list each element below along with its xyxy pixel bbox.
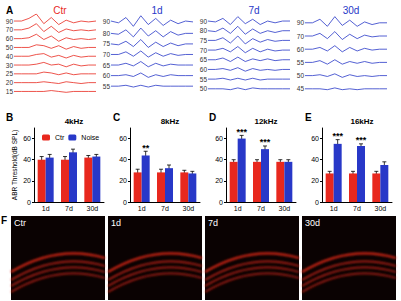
svg-text:ABR Threshold(dB SPL): ABR Threshold(dB SPL)	[11, 130, 19, 200]
svg-text:0: 0	[219, 199, 223, 206]
svg-text:60: 60	[311, 135, 319, 142]
svg-text:7d: 7d	[353, 205, 361, 212]
svg-text:90: 90	[103, 18, 111, 25]
svg-text:7d: 7d	[161, 205, 169, 212]
svg-text:30d: 30d	[86, 205, 98, 212]
svg-text:12kHz: 12kHz	[254, 117, 277, 126]
svg-text:7d: 7d	[208, 218, 218, 228]
svg-text:1d: 1d	[111, 218, 121, 228]
svg-text:55: 55	[103, 83, 111, 90]
svg-text:50: 50	[200, 85, 208, 92]
svg-text:30d: 30d	[278, 205, 290, 212]
svg-text:1d: 1d	[330, 205, 338, 212]
svg-text:B: B	[6, 112, 13, 123]
svg-text:1d: 1d	[234, 205, 242, 212]
svg-text:7d: 7d	[257, 205, 265, 212]
svg-text:65: 65	[103, 62, 111, 69]
svg-text:Ctr: Ctr	[14, 218, 26, 228]
svg-text:20: 20	[215, 177, 223, 184]
svg-text:90: 90	[200, 18, 208, 25]
svg-text:60: 60	[119, 135, 127, 142]
svg-text:45: 45	[297, 85, 305, 92]
svg-text:**: **	[142, 143, 150, 153]
svg-text:50: 50	[6, 44, 14, 51]
svg-text:0: 0	[315, 199, 319, 206]
svg-text:Ctr: Ctr	[55, 134, 65, 141]
svg-text:30d: 30d	[374, 205, 386, 212]
svg-text:1d: 1d	[138, 205, 146, 212]
svg-text:1d: 1d	[151, 5, 162, 16]
svg-text:40: 40	[23, 156, 31, 163]
svg-text:***: ***	[260, 137, 271, 147]
svg-text:40: 40	[215, 156, 223, 163]
svg-text:25: 25	[6, 70, 14, 77]
svg-text:0: 0	[27, 199, 31, 206]
svg-text:60: 60	[215, 135, 223, 142]
svg-text:C: C	[113, 112, 120, 123]
svg-text:30d: 30d	[343, 5, 360, 16]
svg-text:40: 40	[311, 156, 319, 163]
svg-text:40: 40	[119, 156, 127, 163]
svg-text:D: D	[209, 112, 216, 123]
svg-text:F: F	[1, 215, 7, 226]
svg-text:15: 15	[6, 88, 14, 95]
svg-text:40: 40	[6, 53, 14, 60]
svg-text:Noise: Noise	[81, 134, 99, 141]
svg-text:75: 75	[103, 40, 111, 47]
svg-text:20: 20	[119, 177, 127, 184]
svg-text:70: 70	[6, 26, 14, 33]
svg-text:60: 60	[23, 135, 31, 142]
svg-text:60: 60	[103, 72, 111, 79]
svg-text:***: ***	[332, 131, 343, 141]
svg-text:30: 30	[6, 62, 14, 69]
svg-text:1d: 1d	[42, 205, 50, 212]
svg-text:70: 70	[200, 47, 208, 54]
svg-text:A: A	[6, 5, 13, 16]
svg-text:70: 70	[297, 33, 305, 40]
svg-text:30d: 30d	[305, 218, 320, 228]
svg-text:7d: 7d	[65, 205, 73, 212]
svg-text:90: 90	[6, 18, 14, 25]
svg-text:Ctr: Ctr	[53, 5, 67, 16]
svg-text:60: 60	[6, 35, 14, 42]
svg-text:65: 65	[200, 56, 208, 63]
svg-text:60: 60	[297, 46, 305, 53]
svg-text:20: 20	[23, 177, 31, 184]
svg-text:0: 0	[123, 199, 127, 206]
svg-text:55: 55	[200, 76, 208, 83]
svg-text:80: 80	[200, 27, 208, 34]
svg-text:80: 80	[103, 30, 111, 37]
svg-text:***: ***	[356, 135, 367, 145]
svg-text:70: 70	[103, 51, 111, 58]
svg-text:50: 50	[297, 72, 305, 79]
svg-text:4kHz: 4kHz	[65, 117, 84, 126]
svg-text:55: 55	[297, 59, 305, 66]
svg-text:8kHz: 8kHz	[161, 117, 180, 126]
svg-text:20: 20	[311, 177, 319, 184]
svg-text:20: 20	[6, 79, 14, 86]
svg-text:16kHz: 16kHz	[350, 117, 373, 126]
svg-text:60: 60	[200, 66, 208, 73]
svg-text:E: E	[305, 112, 312, 123]
svg-text:90: 90	[297, 19, 305, 26]
svg-text:75: 75	[200, 37, 208, 44]
svg-text:30d: 30d	[182, 205, 194, 212]
svg-text:***: ***	[236, 127, 247, 137]
svg-text:7d: 7d	[248, 5, 259, 16]
